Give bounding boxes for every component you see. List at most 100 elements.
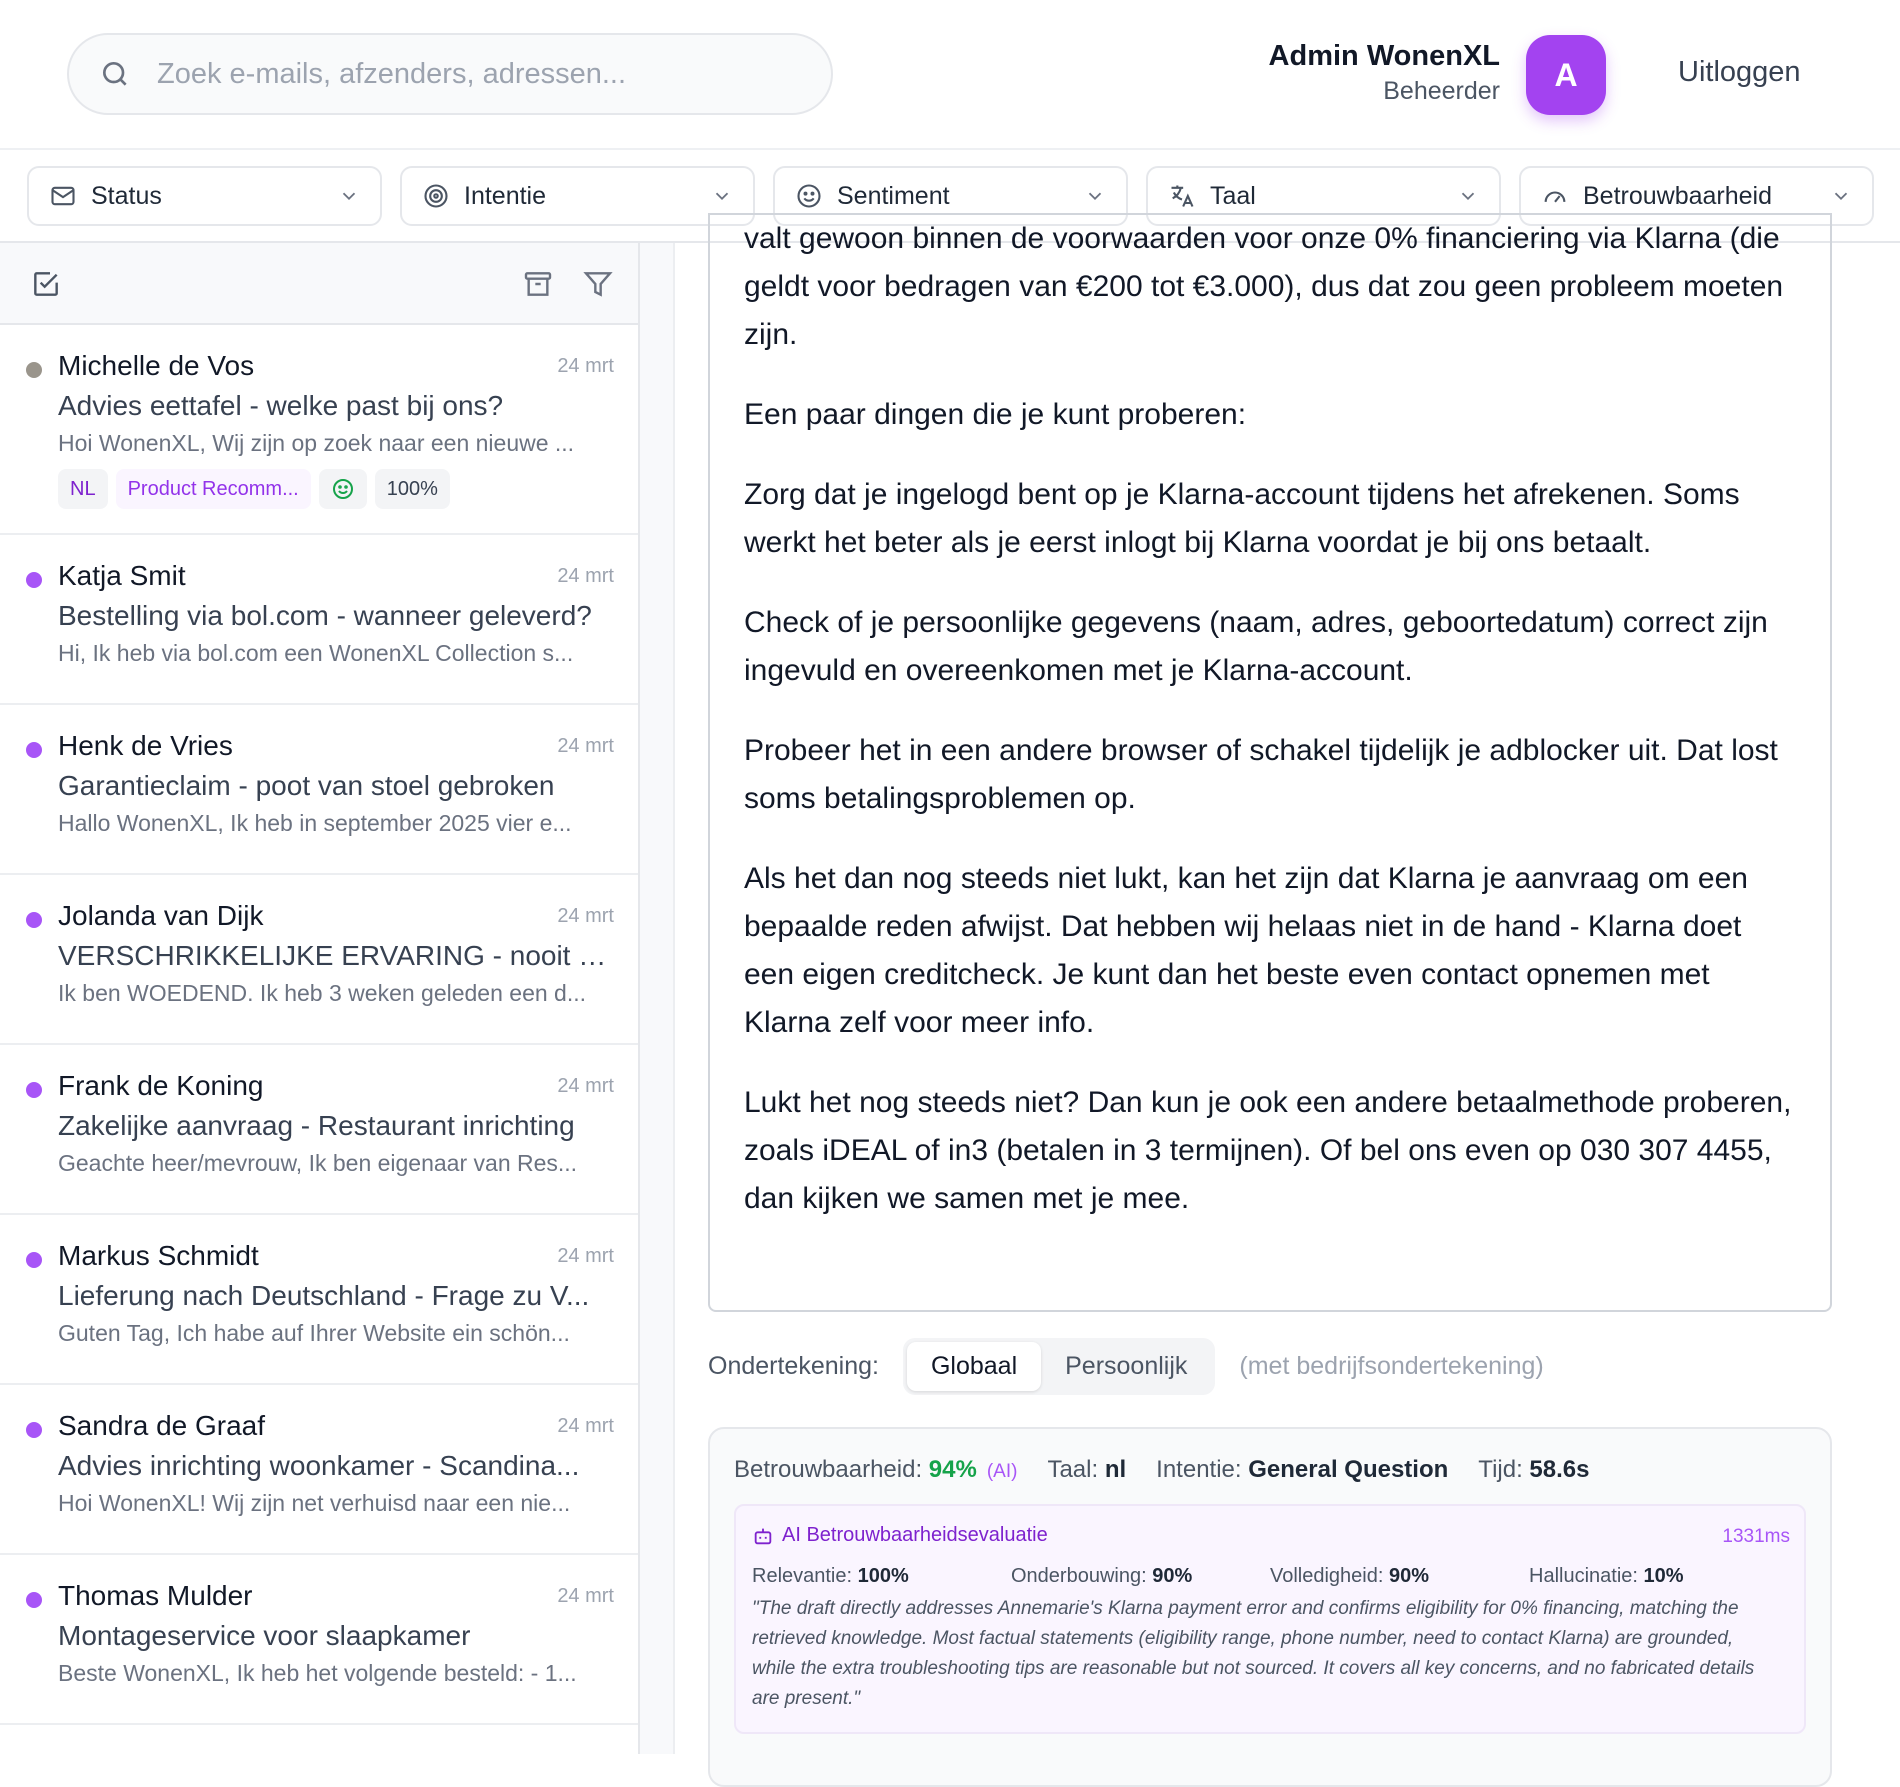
draft-paragraph: Lukt het nog steeds niet? Dan kun je ook… <box>744 1086 1792 1215</box>
chevron-down-icon <box>1461 192 1475 201</box>
email-preview: Geachte heer/mevrouw, Ik ben eigenaar va… <box>58 1150 578 1176</box>
intent-tag: Product Recomm... <box>115 469 311 509</box>
language-field: Taal: nl <box>1047 1456 1126 1484</box>
sender-name: Jolanda van Dijk <box>58 900 264 931</box>
score-relevance: Relevantie: 100% <box>752 1565 1011 1588</box>
archive-icon[interactable] <box>522 268 554 300</box>
user-role: Beheerder <box>1383 77 1500 105</box>
search-icon <box>103 62 127 86</box>
email-date: 24 mrt <box>557 1585 614 1607</box>
email-list-item[interactable]: Henk de Vries 24 mrt Garantieclaim - poot … <box>0 705 638 875</box>
intent-label: Intentie: <box>1156 1456 1242 1483</box>
unread-indicator <box>26 1422 42 1438</box>
evaluation-duration: 1331ms <box>1722 1526 1790 1547</box>
filter-sentiment[interactable]: Sentiment <box>773 166 1128 226</box>
list-toolbar <box>0 243 638 325</box>
filter-language[interactable]: Taal <box>1146 166 1501 226</box>
language-label: Taal: <box>1047 1456 1099 1483</box>
search-input[interactable] <box>157 57 797 91</box>
sender-name: Frank de Koning <box>58 1070 264 1101</box>
email-date: 24 mrt <box>557 1415 614 1437</box>
filter-bar: Status Intentie Sentiment Taal Betrouwba… <box>0 150 1900 243</box>
confidence-tag: 100% <box>374 469 450 509</box>
robot-icon <box>754 1528 772 1544</box>
email-list-item[interactable]: Frank de Koning 24 mrt Zakelijke aanvraag … <box>0 1045 638 1215</box>
email-preview: Ik ben WOEDEND. Ik heb 3 weken geleden e… <box>58 980 587 1006</box>
signature-note: (met bedrijfsondertekening) <box>1239 1352 1544 1380</box>
email-subject: Garantieclaim - poot van stoel gebroken <box>58 770 555 801</box>
email-list-item[interactable]: Michelle de Vos 24 mrt Advies eettafel -… <box>0 325 638 535</box>
sender-name: Sandra de Graaf <box>58 1410 266 1441</box>
sender-name: Henk de Vries <box>58 730 233 761</box>
smile-icon <box>332 479 353 499</box>
draft-paragraph: Zorg dat je ingelogd bent op je Klarna-a… <box>744 478 1740 559</box>
email-subject: VERSCHRIKKELIJKE ERVARING - nooit m... <box>58 940 614 971</box>
draft-reply-editor[interactable]: valt gewoon binnen de voorwaarden voor o… <box>708 213 1832 1312</box>
unread-indicator <box>26 1592 42 1608</box>
pane-divider[interactable] <box>640 243 675 1754</box>
confidence-value: 94% <box>928 1456 977 1483</box>
target-icon <box>424 184 448 208</box>
signature-label: Ondertekening: <box>708 1352 879 1380</box>
confidence-field: Betrouwbaarheid: 94% (AI) <box>734 1456 1017 1484</box>
score-hallucination: Hallucinatie: 10% <box>1529 1565 1788 1588</box>
email-list-pane: Michelle de Vos 24 mrt Advies eettafel -… <box>0 243 640 1754</box>
filter-intent[interactable]: Intentie <box>400 166 755 226</box>
read-indicator <box>26 362 42 378</box>
top-header: Admin WonenXL Beheerder A Uitloggen <box>0 0 1900 150</box>
filter-label: Betrouwbaarheid <box>1583 181 1773 210</box>
email-preview: Hi, Ik heb via bol.com een WonenXL Colle… <box>58 640 574 666</box>
evaluation-explanation: "The draft directly addresses Annemarie'… <box>752 1598 1755 1709</box>
email-date: 24 mrt <box>557 735 614 757</box>
email-list-item[interactable]: Jolanda van Dijk 24 mrt VERSCHRIKKELIJKE E… <box>0 875 638 1045</box>
email-subject: Lieferung nach Deutschland - Frage zu V.… <box>58 1280 590 1311</box>
user-info: Admin WonenXL Beheerder <box>1269 40 1500 106</box>
translate-icon <box>1171 185 1194 207</box>
analysis-panel: Betrouwbaarheid: 94% (AI) Taal: nl Intent… <box>708 1427 1832 1787</box>
email-date: 24 mrt <box>557 1245 614 1267</box>
email-list-item[interactable]: Sandra de Graaf 24 mrt Advies inrichting w… <box>0 1385 638 1555</box>
chevron-down-icon <box>1088 192 1102 201</box>
analysis-summary: Betrouwbaarheid: 94% (AI) Taal: nl Intent… <box>734 1456 1806 1484</box>
signature-option-global[interactable]: Globaal <box>906 1342 1042 1391</box>
chevron-down-icon <box>342 192 356 201</box>
avatar[interactable]: A <box>1526 35 1606 115</box>
filter-label: Taal <box>1210 181 1256 210</box>
draft-paragraph: valt gewoon binnen de voorwaarden voor o… <box>744 222 1784 351</box>
filter-label: Intentie <box>464 181 547 210</box>
score-value: 100% <box>857 1565 909 1587</box>
logout-button[interactable]: Uitloggen <box>1678 56 1801 88</box>
search-bar[interactable] <box>67 33 833 115</box>
gauge-icon <box>1544 191 1566 203</box>
draft-paragraph: Een paar dingen die je kunt proberen: <box>744 398 1247 431</box>
email-subject: Montageservice voor slaapkamer <box>58 1620 471 1651</box>
email-detail-pane: valt gewoon binnen de voorwaarden voor o… <box>675 213 1900 1787</box>
score-label: Hallucinatie: <box>1529 1565 1638 1587</box>
email-list-item[interactable]: Thomas Mulder 24 mrt Montageservice voor s… <box>0 1555 638 1725</box>
filter-icon[interactable] <box>582 268 614 300</box>
score-label: Volledigheid: <box>1270 1565 1384 1587</box>
intent-value: General Question <box>1248 1456 1449 1483</box>
email-preview: Guten Tag, Ich habe auf Ihrer Website ei… <box>58 1320 570 1346</box>
filter-confidence[interactable]: Betrouwbaarheid <box>1519 166 1874 226</box>
email-list-item[interactable]: Markus Schmidt 24 mrt Lieferung nach Deuts… <box>0 1215 638 1385</box>
unread-indicator <box>26 572 42 588</box>
signature-option-personal[interactable]: Persoonlijk <box>1065 1352 1188 1380</box>
filter-label: Status <box>91 181 162 210</box>
time-field: Tijd: 58.6s <box>1478 1456 1589 1484</box>
chevron-down-icon <box>715 192 729 201</box>
filter-status[interactable]: Status <box>27 166 382 226</box>
email-list-item[interactable]: Katja Smit 24 mrt Bestelling via bol.com -… <box>0 535 638 705</box>
evaluation-title: AI Betrouwbaarheidsevaluatie <box>782 1524 1048 1546</box>
evaluation-scores: Relevantie: 100% Onderbouwing: 90% Volle… <box>752 1565 1788 1588</box>
email-subject: Advies inrichting woonkamer - Scandina..… <box>58 1450 580 1481</box>
select-all-checkbox-icon[interactable] <box>30 268 62 300</box>
score-label: Relevantie: <box>752 1565 853 1587</box>
signature-row: Ondertekening: Globaal Persoonlijk (met … <box>708 1338 1544 1395</box>
unread-indicator <box>26 1252 42 1268</box>
email-date: 24 mrt <box>557 905 614 927</box>
score-label: Onderbouwing: <box>1011 1565 1147 1587</box>
smile-icon <box>797 184 821 208</box>
draft-paragraph: Als het dan nog steeds niet lukt, kan he… <box>744 862 1748 1039</box>
sender-name: Markus Schmidt <box>58 1240 259 1271</box>
